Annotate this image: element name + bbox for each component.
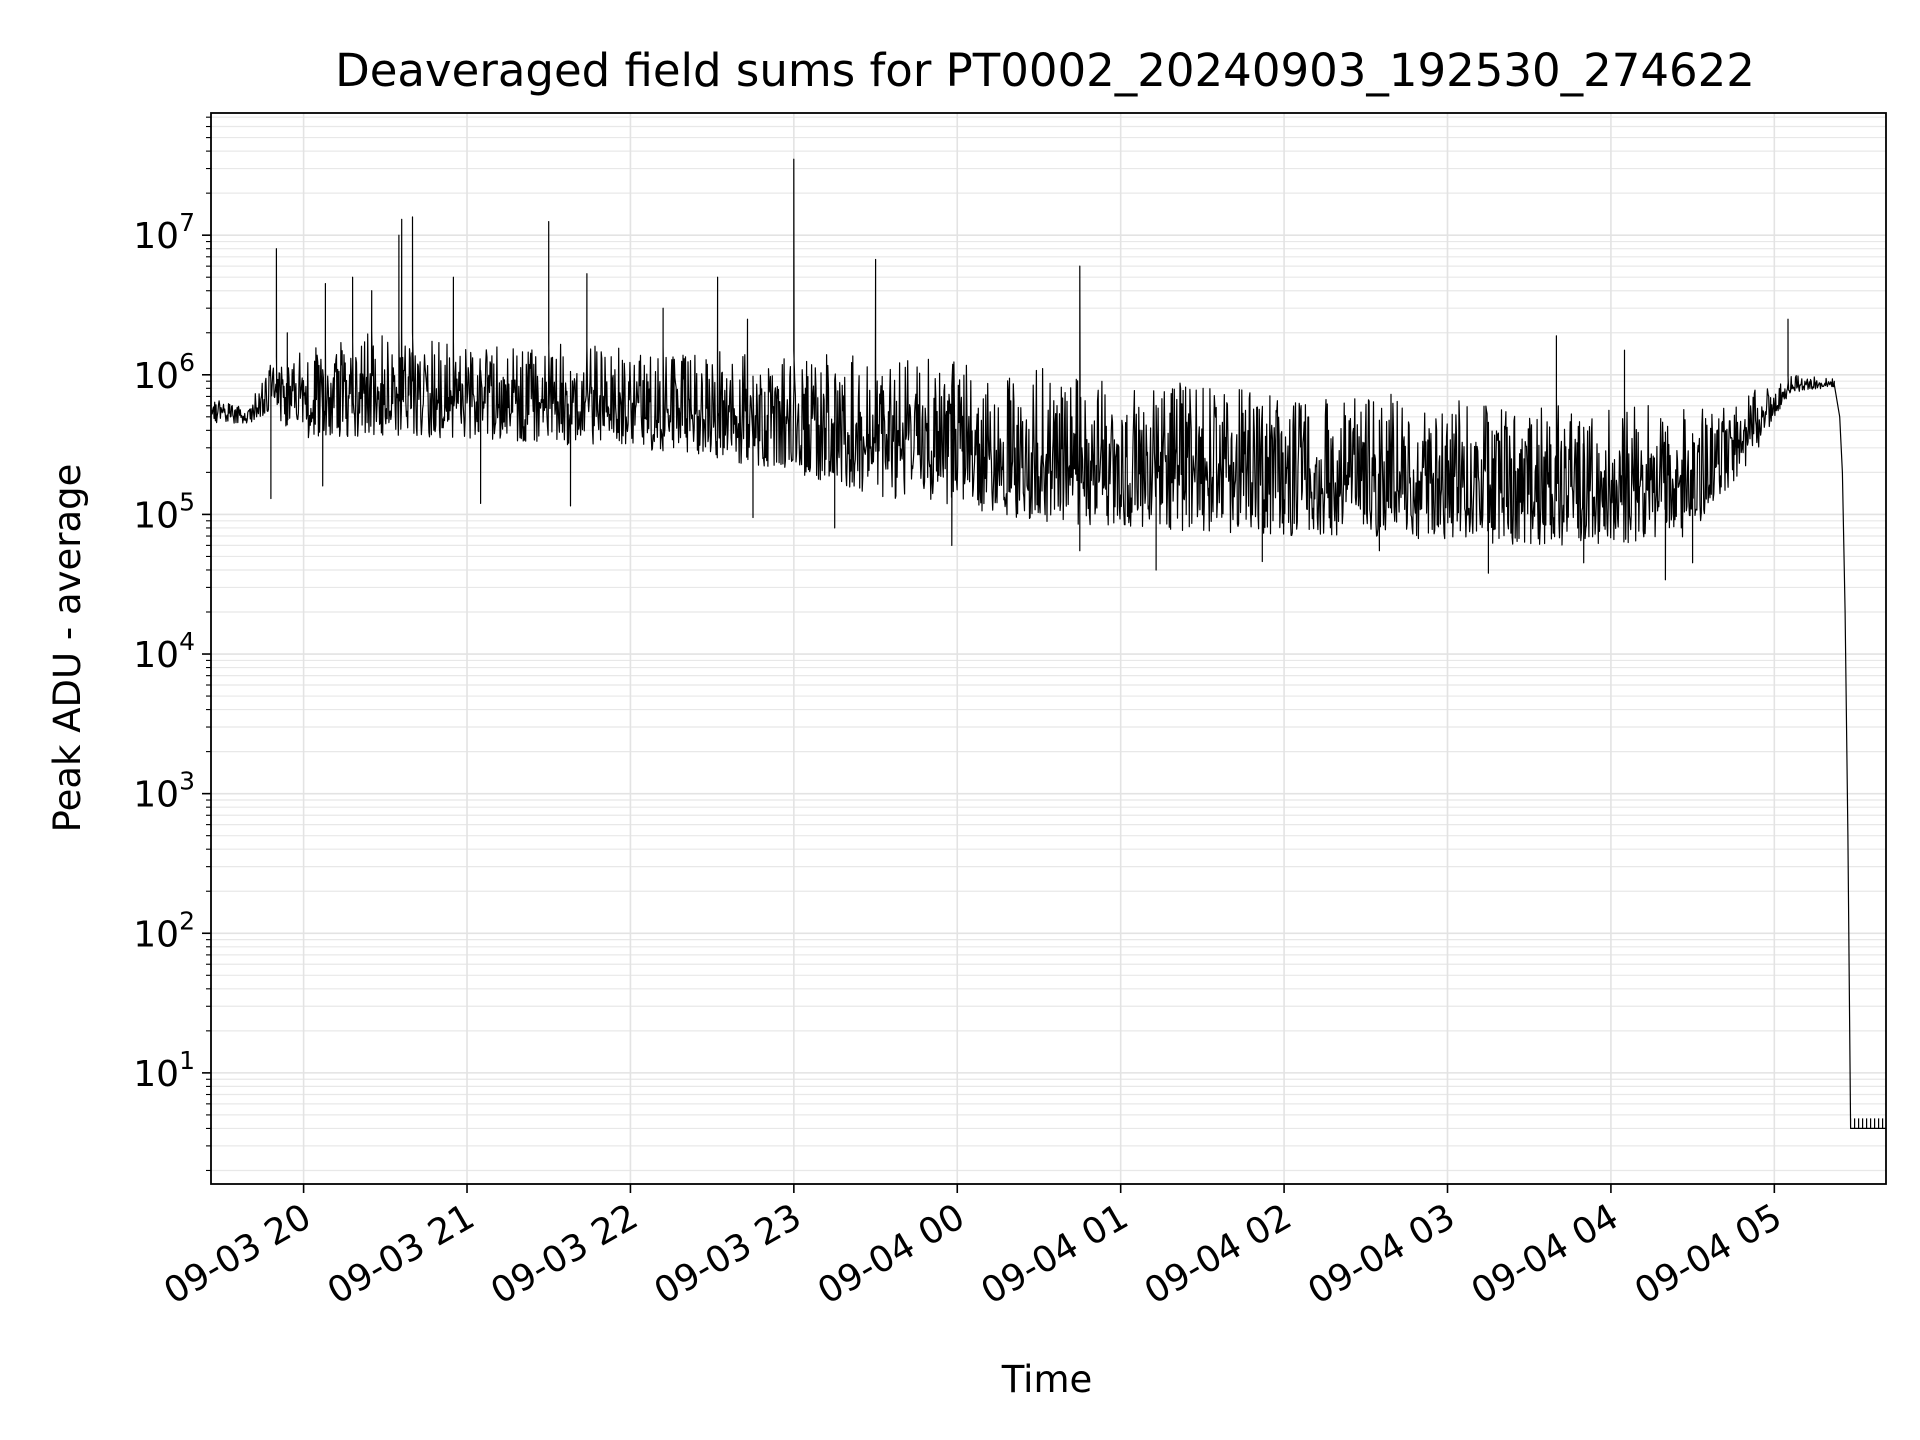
y-tick-label: 102 <box>133 906 195 955</box>
y-axis: 101 102 103 104 105 106 107 <box>133 116 211 1172</box>
chart-title: Deaveraged field sums for PT0002_2024090… <box>335 44 1755 97</box>
plot-frame <box>210 112 1887 1185</box>
series-group <box>211 158 1886 1129</box>
y-axis-label: Peak ADU - average <box>46 464 89 833</box>
series-line <box>211 158 1886 1129</box>
y-tick-label: 105 <box>133 487 195 536</box>
grid <box>211 113 1886 1184</box>
y-tick-label: 104 <box>133 627 195 676</box>
y-tick-label: 101 <box>133 1046 195 1095</box>
y-tick-label: 103 <box>133 767 195 816</box>
y-tick-label: 107 <box>133 208 195 257</box>
y-tick-label: 106 <box>133 348 195 397</box>
x-axis-label: Time <box>1001 1358 1093 1401</box>
